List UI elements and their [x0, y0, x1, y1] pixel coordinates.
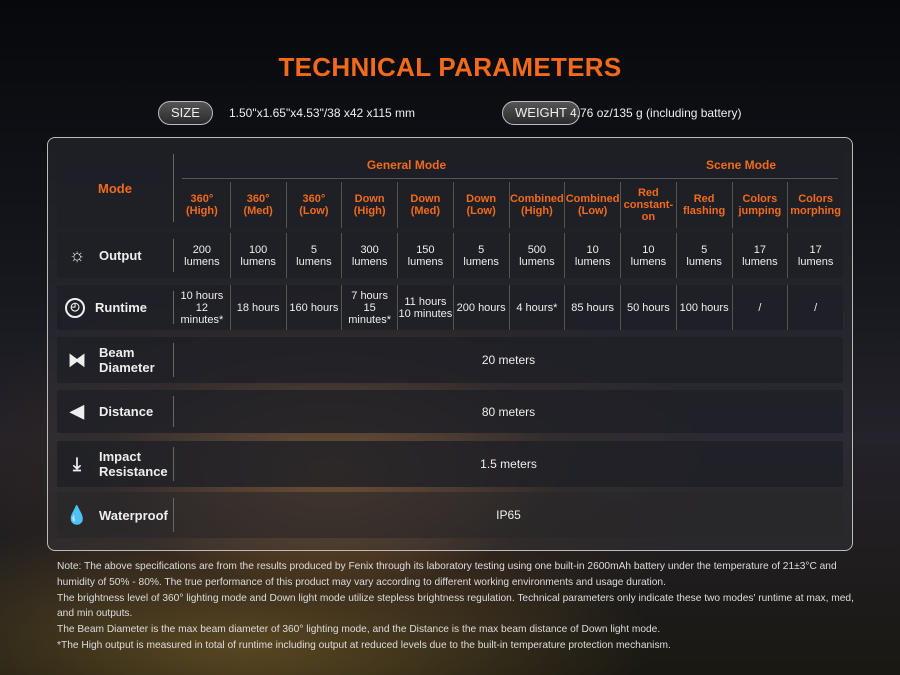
note-4: *The High output is measured in total of… — [57, 639, 671, 651]
mode-header: Mode — [98, 180, 132, 196]
distance-label: Distance — [99, 404, 154, 419]
output-label: Output — [99, 248, 142, 263]
mode-header-cell: 360° (Med) — [229, 182, 286, 228]
weight-value: 4.76 oz/135 g (including battery) — [570, 106, 742, 120]
distance-icon: ◀ — [70, 401, 84, 421]
beam-label: Beam Diameter — [99, 345, 155, 375]
header-row: Mode General Mode Scene Mode 360° (High)… — [57, 148, 843, 228]
page-title: TECHNICAL PARAMETERS — [278, 52, 622, 82]
output-cell: 200 lumens — [184, 243, 220, 268]
size-badge: SIZE — [158, 101, 213, 125]
output-cell: 5 lumens — [452, 233, 509, 278]
mode-header-cell: Red constant- on — [620, 182, 676, 228]
water-drops-icon: 💧 — [65, 504, 89, 525]
output-cell: 300 lumens — [341, 233, 397, 278]
runtime-cell: 11 hours 10 minutes — [397, 285, 453, 330]
output-cell: 17 lumens — [731, 233, 788, 278]
output-cell: 17 lumens — [787, 233, 843, 278]
output-cell: 500 lumens — [508, 233, 565, 278]
mode-header-cell: Down (Low) — [452, 182, 509, 228]
runtime-row: ◴ Runtime 10 hours 12 minutes* 18 hours 160… — [57, 285, 843, 330]
impact-row: ⤓ Impact Resistance 1.5 meters — [57, 441, 843, 487]
runtime-cell: 160 hours — [285, 285, 342, 330]
waterproof-row: 💧 Waterproof IP65 — [57, 492, 843, 538]
waterproof-value: IP65 — [496, 508, 521, 522]
runtime-cell: 200 hours — [452, 285, 509, 330]
runtime-cell: 10 hours 12 minutes* — [180, 289, 224, 326]
beam-value: 20 meters — [481, 353, 536, 367]
mode-header-cell: Combined (Low) — [564, 182, 620, 228]
mode-header-cell: Colors morphing — [787, 182, 843, 228]
sun-icon: ☼ — [68, 245, 86, 265]
general-mode-header: General Mode — [366, 158, 447, 172]
output-cell: 100 lumens — [229, 233, 286, 278]
runtime-cell: 100 hours — [675, 285, 732, 330]
runtime-cell: 7 hours 15 minutes* — [341, 285, 397, 330]
output-row: ☼ Output 200 lumens 100 lumens 5 lumens 300 … — [57, 233, 843, 278]
note-2: The brightness level of 360° lighting mo… — [57, 592, 854, 620]
runtime-label: Runtime — [95, 300, 147, 315]
output-cell: 5 lumens — [285, 233, 342, 278]
mode-header-cell: Combined (High) — [508, 182, 565, 228]
runtime-cell: 50 hours — [620, 285, 676, 330]
output-cell: 5 lumens — [675, 233, 732, 278]
size-value: 1.50"x1.65"x4.53"/38 x42 x115 mm — [229, 106, 415, 120]
mode-header-cell: Red flashing — [675, 182, 732, 228]
output-cell: 10 lumens — [620, 233, 676, 278]
waterproof-label: Waterproof — [99, 507, 168, 523]
mode-header-cell: Down (Med) — [397, 182, 453, 228]
notes: Note: The above specifications are from … — [57, 559, 857, 654]
note-3: The Beam Diameter is the max beam diamet… — [57, 624, 661, 636]
runtime-cell: / — [731, 285, 788, 330]
beam-icon: ⧓ — [68, 349, 86, 370]
mode-header-cell: 360° (High) — [185, 193, 218, 217]
beam-row: ⧓ Beam Diameter 20 meters — [57, 337, 843, 383]
weight-badge: WEIGHT — [502, 101, 580, 125]
runtime-cell: 18 hours — [229, 285, 286, 330]
mode-header-cell: 360° (Low) — [285, 182, 342, 228]
note-1: Note: The above specifications are from … — [57, 561, 837, 588]
output-cell: 150 lumens — [397, 233, 453, 278]
distance-value: 80 meters — [481, 404, 536, 419]
runtime-cell: 85 hours — [564, 285, 620, 330]
runtime-cell: / — [787, 285, 843, 330]
mode-header-cell: Down (High) — [341, 182, 397, 228]
runtime-cell: 4 hours* — [508, 285, 565, 330]
distance-row: ◀ Distance 80 meters — [57, 390, 843, 433]
impact-label: Impact Resistance — [99, 449, 168, 479]
scene-mode-header: Scene Mode — [705, 158, 777, 172]
impact-value: 1.5 meters — [480, 457, 537, 471]
clock-icon: ◴ — [65, 297, 85, 318]
output-cell: 10 lumens — [564, 233, 620, 278]
mode-header-cell: Colors jumping — [731, 182, 788, 228]
impact-icon: ⤓ — [73, 453, 81, 474]
